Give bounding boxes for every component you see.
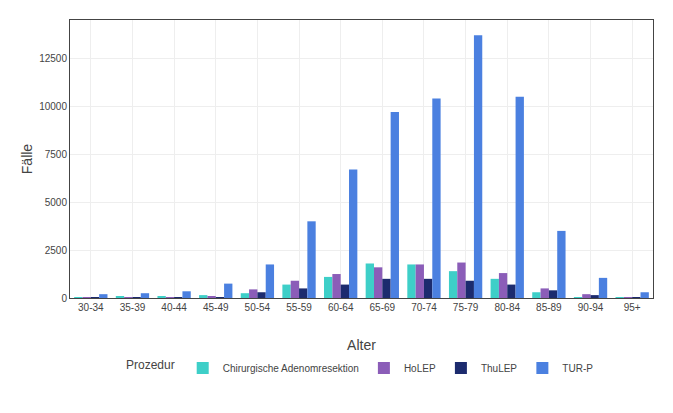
svg-text:35-39: 35-39 xyxy=(120,302,146,313)
svg-text:Chirurgische Adenomresektion: Chirurgische Adenomresektion xyxy=(223,363,359,374)
svg-text:12500: 12500 xyxy=(39,53,67,64)
svg-text:90-94: 90-94 xyxy=(578,302,604,313)
svg-text:Prozedur: Prozedur xyxy=(126,358,175,372)
svg-text:80-84: 80-84 xyxy=(494,302,520,313)
svg-text:Alter: Alter xyxy=(347,337,376,353)
svg-text:65-69: 65-69 xyxy=(370,302,396,313)
svg-text:40-44: 40-44 xyxy=(161,302,187,313)
svg-text:ThuLEP: ThuLEP xyxy=(481,363,517,374)
svg-text:30-34: 30-34 xyxy=(78,302,104,313)
svg-text:55-59: 55-59 xyxy=(286,302,312,313)
svg-text:75-79: 75-79 xyxy=(453,302,479,313)
svg-text:95+: 95+ xyxy=(624,302,641,313)
svg-text:10000: 10000 xyxy=(39,101,67,112)
svg-text:2500: 2500 xyxy=(45,245,68,256)
svg-text:70-74: 70-74 xyxy=(411,302,437,313)
svg-text:HoLEP: HoLEP xyxy=(404,363,436,374)
svg-text:0: 0 xyxy=(61,293,67,304)
svg-text:TUR-P: TUR-P xyxy=(562,363,593,374)
svg-text:5000: 5000 xyxy=(45,197,68,208)
svg-text:7500: 7500 xyxy=(45,149,68,160)
svg-text:60-64: 60-64 xyxy=(328,302,354,313)
svg-text:50-54: 50-54 xyxy=(245,302,271,313)
svg-text:85-89: 85-89 xyxy=(536,302,562,313)
svg-text:Fälle: Fälle xyxy=(19,144,35,175)
svg-text:45-49: 45-49 xyxy=(203,302,229,313)
